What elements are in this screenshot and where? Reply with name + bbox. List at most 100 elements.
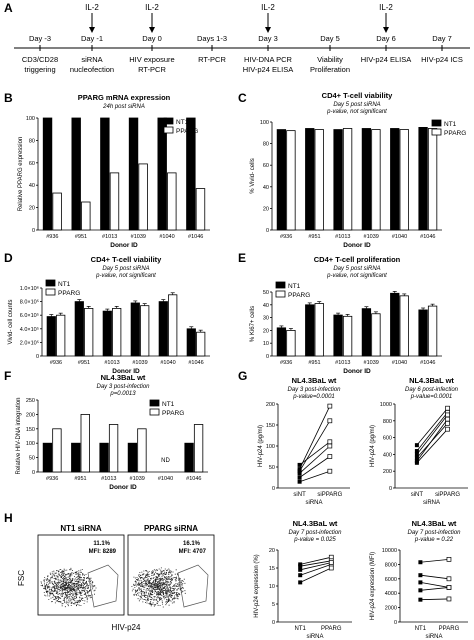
flow-plot-title: PPARG siRNA: [144, 524, 198, 533]
y-tick-label: 4.0×10⁵: [20, 326, 39, 333]
y-tick-label: 0: [389, 486, 392, 492]
point-nt: [418, 597, 423, 602]
flow-cytometry: NT1 siRNA 11.1% MFI: 8289 PPARG siRNA 16.1% M…: [17, 524, 215, 632]
point-nt: [418, 560, 423, 565]
il2-label: IL-2: [261, 3, 275, 12]
timeline-event-label: nucleofection: [70, 65, 114, 74]
bar-nt1: [276, 327, 287, 357]
bar-pparg: [342, 128, 353, 231]
bar-nt1: [361, 128, 372, 231]
chart-subtitle: Day 6 post-infection: [405, 387, 459, 393]
bar-pparg: [193, 424, 204, 473]
pair-line: [299, 405, 331, 470]
legend-swatch-nt1: [45, 279, 56, 287]
y-tick-label: 8000: [385, 562, 397, 568]
bar-nt1: [74, 301, 84, 357]
x-tick-label: #951: [78, 360, 90, 366]
x-tick-label: #1013: [335, 234, 350, 240]
chart-title: CD4+ T-cell viability: [91, 255, 162, 264]
point-pparg: [327, 454, 333, 459]
x-tick-label: #1039: [130, 476, 145, 482]
x-axis-label: Donor ID: [343, 242, 371, 249]
legend-swatch-pparg: [163, 126, 174, 134]
nd-label: ND: [161, 458, 170, 464]
y-tick-label: 0: [266, 228, 269, 234]
point-pparg: [445, 420, 450, 426]
bar-chart-E: CD4+ T-cell proliferation Day 5 post siRN…: [250, 255, 442, 375]
point-nt: [298, 564, 303, 569]
point-nt: [414, 452, 419, 457]
chart-subtitle: Day 3 post-infection: [287, 387, 341, 393]
timeline-event-label: Proliferation: [310, 65, 350, 74]
bar-nt1: [99, 442, 109, 473]
bar-nt1: [305, 128, 315, 231]
timeline-event-label: triggering: [24, 65, 55, 74]
y-tick-label: 0: [272, 620, 275, 626]
y-tick-label: 200: [383, 469, 392, 475]
x-axis-label: siRNA: [423, 500, 440, 506]
timeline-day-label: Days 1-3: [197, 34, 227, 43]
timeline-event-label: Viability: [317, 55, 343, 64]
y-tick-label: 0: [32, 470, 35, 476]
bar-pparg: [314, 129, 324, 231]
y-tick-label: 100: [26, 116, 35, 122]
bar-pparg: [399, 129, 409, 231]
y-tick-label: 5: [272, 602, 275, 608]
y-tick-label: 20: [263, 206, 269, 212]
chart-subtitle: Day 5 post siRNA: [333, 266, 380, 272]
pair-line: [300, 560, 332, 567]
timeline-event-label: HIV-DNA PCR: [244, 55, 293, 64]
chart-subtitle: Day 7 post-infection: [288, 530, 342, 536]
point-pparg: [327, 468, 333, 474]
y-tick-label: 10: [269, 584, 275, 590]
bar-pparg: [342, 315, 353, 357]
point-nt: [297, 475, 302, 480]
bar-pparg: [108, 424, 119, 473]
y-axis-label: HIV-p24 expression (%): [254, 554, 260, 617]
timeline-day-label: Day 3: [258, 34, 278, 43]
x-tick-label: #1046: [188, 234, 203, 240]
chart-title: NL4.3BaL wt: [412, 519, 457, 528]
bar-nt1: [361, 308, 372, 357]
y-axis-label: HIV-p24 (pg/ml): [370, 425, 376, 467]
timeline-event-label: HIV exposure: [129, 55, 174, 64]
x-tick-label: NT1: [295, 626, 307, 632]
chart-subtitle: Day 7 post-infection: [407, 530, 461, 536]
x-tick-label: #1040: [160, 360, 175, 366]
point-pparg: [328, 560, 334, 565]
bar-nt1: [130, 302, 140, 357]
bar-pparg: [109, 172, 120, 231]
legend-swatch-pparg: [45, 288, 56, 296]
panel-label-b: B: [4, 91, 13, 105]
y-tick-label: 2000: [385, 606, 397, 612]
y-tick-label: 150: [26, 427, 35, 433]
chart-subtitle: Day 5 post siRNA: [102, 266, 149, 272]
bar-pparg: [314, 303, 324, 357]
y-tick-label: 60: [29, 161, 35, 167]
x-axis-label: Donor ID: [109, 484, 137, 491]
point-nt: [418, 573, 423, 578]
y-tick-label: 400: [383, 452, 392, 458]
bar-pparg: [52, 192, 62, 231]
timeline-event-label: CD3/CD28: [22, 55, 58, 64]
x-tick-label: #1013: [335, 360, 350, 366]
flow-y-label: FSC: [17, 570, 26, 586]
point-nt: [418, 580, 423, 585]
x-tick-label: #1039: [131, 234, 146, 240]
y-axis-label: % Ki67+ cells: [250, 306, 256, 342]
y-tick-label: 40: [29, 183, 35, 189]
y-tick-label: 0: [36, 354, 39, 360]
x-axis-label: Donor ID: [110, 242, 138, 249]
y-axis-label: HIV-p24 expression (MFI): [370, 552, 376, 620]
bar-nt1: [102, 310, 112, 357]
il2-arrow-head: [89, 27, 95, 33]
flow-gate-mfi: MFI: 8289: [89, 549, 117, 555]
x-tick-label: #936: [280, 360, 292, 366]
bar-pparg: [112, 307, 122, 357]
flow-gate: [87, 564, 119, 608]
bar-pparg: [195, 188, 206, 231]
bar-pparg: [167, 172, 177, 231]
timeline-event-label: RT-PCR: [198, 55, 226, 64]
bar-pparg: [399, 295, 409, 357]
chart-title: NL4.3BaL wt: [409, 376, 454, 385]
